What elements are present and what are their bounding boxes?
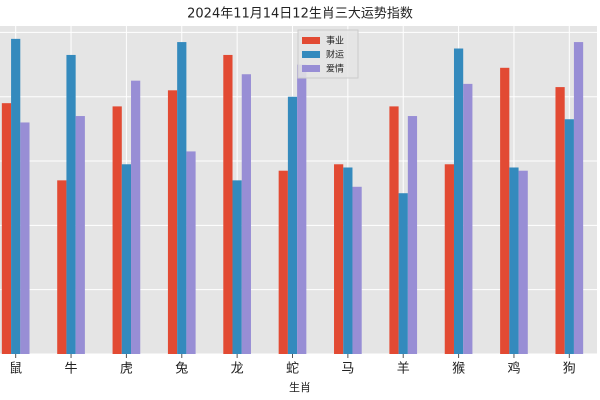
bar xyxy=(453,48,464,355)
legend-label: 爱情 xyxy=(326,63,344,75)
bar xyxy=(352,186,362,354)
x-tick-label: 鼠 xyxy=(9,362,22,377)
bar xyxy=(509,167,519,354)
bar xyxy=(121,164,132,354)
bar xyxy=(186,151,196,354)
x-tick-label: 鸡 xyxy=(507,361,520,377)
bar xyxy=(573,42,584,354)
legend-label: 事业 xyxy=(326,35,344,47)
x-tick-label: 马 xyxy=(341,362,354,377)
bar xyxy=(407,116,418,354)
bar xyxy=(20,122,30,355)
bar xyxy=(343,167,353,354)
bar xyxy=(564,119,574,354)
bar xyxy=(398,193,408,354)
legend-swatch xyxy=(302,65,320,72)
bar xyxy=(66,54,76,355)
bar xyxy=(518,170,528,354)
bar xyxy=(334,164,344,354)
x-tick-label: 龙 xyxy=(231,362,244,377)
bar xyxy=(112,106,122,355)
bar xyxy=(223,54,233,355)
bar xyxy=(232,180,242,354)
x-tick-label: 兔 xyxy=(175,362,188,377)
bar xyxy=(131,80,141,355)
bar xyxy=(177,42,187,354)
chart-title: 2024年11月14日12生肖三大运势指数 xyxy=(187,6,413,22)
bar xyxy=(444,164,454,354)
bar xyxy=(389,106,399,355)
x-tick-label: 猴 xyxy=(452,362,465,377)
bar xyxy=(297,64,307,355)
bar xyxy=(500,67,510,354)
bar xyxy=(555,87,565,355)
legend-label: 财运 xyxy=(326,49,344,61)
bar xyxy=(167,90,178,355)
x-tick-label: 牛 xyxy=(65,362,78,377)
legend-swatch xyxy=(302,37,320,44)
x-tick-label: 虎 xyxy=(120,362,133,377)
bar xyxy=(463,83,473,354)
bar xyxy=(11,38,21,355)
bar xyxy=(278,170,288,354)
x-tick-label: 羊 xyxy=(397,361,410,377)
bar xyxy=(287,96,298,355)
x-tick-label: 狗 xyxy=(563,362,576,377)
x-tick-label: 蛇 xyxy=(286,362,299,377)
bar xyxy=(75,116,85,354)
bar xyxy=(57,180,67,354)
legend-swatch xyxy=(302,51,320,58)
bar xyxy=(1,103,12,354)
x-axis-label: 生肖 xyxy=(289,380,311,394)
bar xyxy=(241,74,251,354)
